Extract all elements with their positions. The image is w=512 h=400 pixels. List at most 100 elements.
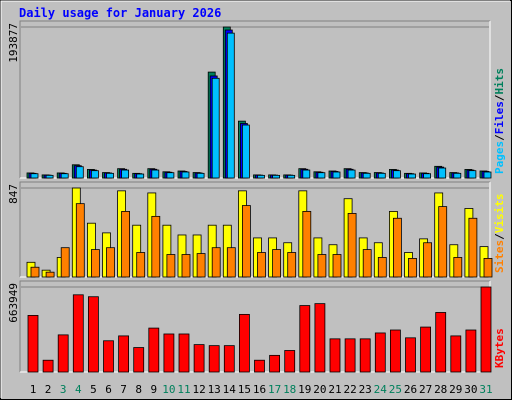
- bar: [193, 344, 205, 373]
- bar: [269, 354, 281, 373]
- x-tick-label: 28: [434, 383, 447, 396]
- bar: [163, 333, 175, 373]
- bar: [453, 257, 463, 278]
- bar: [420, 326, 432, 373]
- bar: [272, 174, 281, 179]
- bar: [480, 286, 492, 373]
- x-tick-label: 27: [419, 383, 432, 396]
- bar: [468, 170, 477, 179]
- bar: [483, 258, 493, 278]
- bar: [136, 173, 145, 179]
- bar: [257, 252, 266, 278]
- legend-label: Files: [493, 101, 506, 134]
- bar: [151, 215, 161, 278]
- x-tick-label: 23: [359, 383, 372, 396]
- x-tick-label: 14: [223, 383, 237, 396]
- bar: [423, 173, 432, 179]
- bar: [106, 172, 114, 179]
- legend-label: Pages: [493, 141, 506, 174]
- panel-bevel: [19, 181, 490, 277]
- bar: [196, 172, 205, 179]
- bar: [332, 254, 342, 278]
- bar: [302, 211, 312, 278]
- bar: [27, 315, 39, 373]
- x-tick-label: 19: [298, 383, 311, 396]
- bar: [438, 206, 448, 278]
- bar: [329, 338, 341, 373]
- bar: [314, 303, 326, 373]
- bar: [423, 242, 433, 278]
- bar: [332, 171, 341, 179]
- bar: [241, 124, 250, 179]
- chart-title: Daily usage for January 2026: [19, 6, 221, 20]
- bar: [287, 252, 297, 278]
- legend: Sites/Visits: [493, 194, 506, 274]
- bar: [211, 77, 220, 179]
- legend-label: Hits: [493, 68, 506, 95]
- bar: [347, 213, 357, 278]
- x-tick-label: 8: [135, 383, 142, 396]
- bar: [208, 345, 220, 373]
- bar: [42, 359, 54, 373]
- x-tick-label: 5: [90, 383, 97, 396]
- bar: [181, 254, 191, 278]
- x-tick-label: 10: [162, 383, 175, 396]
- bar: [181, 171, 190, 179]
- bar: [166, 254, 176, 278]
- bar: [284, 350, 296, 373]
- bar: [57, 334, 69, 373]
- bar: [408, 173, 416, 179]
- bar: [226, 32, 235, 179]
- panel-bevel: [19, 20, 490, 178]
- bar: [287, 174, 296, 179]
- bar: [405, 337, 416, 373]
- x-tick-label: 9: [150, 383, 157, 396]
- bar: [238, 313, 250, 373]
- y-tick-label: 193877: [7, 23, 20, 63]
- x-tick-label: 21: [328, 383, 341, 396]
- x-tick-label: 31: [479, 383, 492, 396]
- bar: [377, 172, 386, 179]
- x-tick-label: 7: [120, 383, 127, 396]
- bar: [389, 329, 401, 373]
- y-tick-label: 663949: [7, 283, 20, 323]
- bar: [257, 174, 265, 179]
- bar: [317, 254, 327, 278]
- bar: [60, 247, 70, 278]
- bar: [30, 266, 40, 278]
- x-tick-label: 29: [449, 383, 462, 396]
- x-tick-label: 30: [464, 383, 477, 396]
- bar: [88, 296, 99, 373]
- bar: [362, 172, 371, 179]
- bar: [133, 347, 145, 373]
- bar: [75, 166, 84, 179]
- bar: [223, 345, 235, 373]
- legend-separator: /: [493, 94, 506, 101]
- bar: [118, 335, 129, 373]
- bar: [166, 172, 175, 179]
- bar: [196, 253, 206, 278]
- bar: [254, 359, 265, 373]
- bar: [302, 169, 311, 179]
- x-tick-label: 3: [60, 383, 67, 396]
- bar: [362, 249, 372, 278]
- x-tick-label: 18: [283, 383, 296, 396]
- legend-separator: /: [493, 233, 506, 240]
- bar: [392, 217, 402, 278]
- bar: [103, 340, 114, 373]
- x-tick-label: 22: [343, 383, 356, 396]
- bar: [45, 271, 55, 278]
- bar: [45, 174, 54, 179]
- x-tick-label: 25: [389, 383, 402, 396]
- x-tick-label: 26: [404, 383, 417, 396]
- x-tick-label: 24: [374, 383, 388, 396]
- bar: [347, 169, 356, 179]
- bar: [151, 169, 160, 179]
- x-tick-label: 17: [268, 383, 281, 396]
- bar: [450, 335, 462, 373]
- bar: [91, 249, 100, 278]
- bar: [344, 338, 356, 373]
- bar: [178, 333, 190, 373]
